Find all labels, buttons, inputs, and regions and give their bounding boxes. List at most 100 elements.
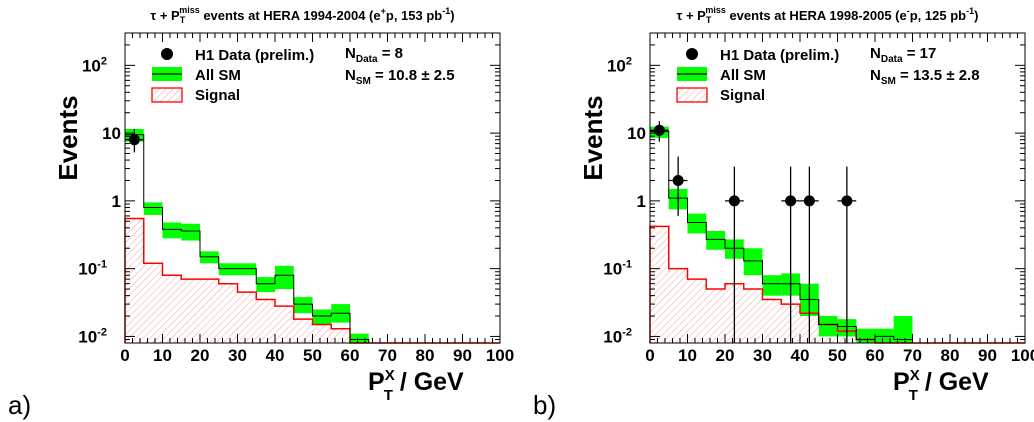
y-tick-exp: 2 (626, 55, 632, 67)
panel-b: τ + PTmiss events at HERA 1998-2005 (e-p… (533, 5, 1034, 420)
sm-band-bin (181, 223, 200, 241)
data-point (803, 195, 815, 207)
y-tick-exp: -1 (97, 259, 107, 271)
x-tick-label: 30 (228, 346, 247, 365)
x-tick-label: 60 (341, 346, 360, 365)
x-label-rest: / GeV (393, 368, 464, 396)
legend-label: All SM (195, 67, 241, 84)
sm-band-bin (762, 275, 782, 296)
y-tick-exp: -1 (622, 259, 632, 271)
title-part: events at HERA 1994-2004 (e (200, 8, 381, 23)
x-tick-label: 50 (303, 346, 322, 365)
y-tick-base: 1 (112, 192, 121, 211)
x-tick-label: 10 (678, 346, 697, 365)
data-point (785, 195, 797, 207)
title-part: events at HERA 1998-2005 (e (726, 8, 907, 23)
y-tick-label: 10 (627, 124, 646, 143)
sm-band-bin (256, 277, 275, 293)
y-axis-label: Events (53, 95, 83, 180)
n-sm-label: N (870, 67, 881, 84)
y-tick-base: 10 (607, 56, 626, 75)
n-data-eq: = (903, 45, 920, 62)
n-data-eq: = (378, 45, 395, 62)
sm-band-bin (293, 297, 313, 314)
sm-band-bin (312, 309, 332, 325)
x-tick-label: 20 (191, 346, 210, 365)
title-sub: T (180, 15, 186, 25)
sm-band-bin (237, 263, 257, 276)
legend-marker-data (161, 48, 173, 60)
signal-hatch-area (125, 218, 500, 343)
n-data-text: NData = 8 (345, 45, 403, 65)
y-tick-base: 10 (82, 56, 101, 75)
y-tick-label: 10-1 (78, 259, 107, 279)
n-sm-sub: SM (881, 76, 896, 87)
y-tick-exp: -2 (97, 326, 107, 338)
sm-band-bin (143, 202, 163, 215)
x-tick-label: 70 (378, 346, 397, 365)
x-label-sub: T (384, 387, 393, 404)
n-sm-text: NSM = 13.5 ± 2.8 (870, 67, 980, 87)
legend-marker-data (686, 48, 698, 60)
sm-band-bin (218, 263, 238, 276)
y-tick-base: 10 (627, 124, 646, 143)
n-data-sub: Data (356, 54, 378, 65)
legend-hatch (151, 87, 183, 103)
y-tick-base: 10 (78, 260, 97, 279)
x-axis-label: PX T / GeV (893, 367, 989, 404)
legend-label: Signal (720, 87, 765, 104)
sm-band-bin (275, 265, 294, 290)
x-tick-label: 70 (903, 346, 922, 365)
x-tick-label: 20 (716, 346, 735, 365)
legend-label: Signal (195, 87, 240, 104)
x-label-sub: T (909, 387, 918, 404)
x-label-main: P (368, 368, 385, 396)
x-tick-label: 40 (791, 346, 810, 365)
y-tick-label: 1 (112, 192, 121, 211)
sm-band-bin (818, 316, 838, 337)
n-sm-eq: = (896, 67, 913, 84)
n-sm-value: 10.8 ± 2.5 (388, 67, 455, 84)
title-sup: -1 (966, 6, 974, 16)
y-tick-label: 10 (102, 124, 121, 143)
title-part: p, 153 pb (386, 8, 442, 23)
sm-band-bin (200, 251, 219, 264)
x-label-rest: / GeV (918, 368, 989, 396)
x-axis-label: PX T / GeV (368, 367, 464, 404)
title-sup: + (381, 6, 386, 16)
x-tick-label: 90 (453, 346, 472, 365)
x-tick-label: 60 (866, 346, 885, 365)
x-tick-label: 30 (753, 346, 772, 365)
n-data-sub: Data (881, 54, 903, 65)
x-tick-label: 0 (645, 346, 654, 365)
y-tick-label: 10-1 (603, 259, 632, 279)
n-sm-sub: SM (356, 76, 371, 87)
y-tick-label: 102 (82, 55, 107, 75)
x-tick-label: 100 (486, 346, 514, 365)
sm-band-bin (856, 328, 875, 343)
x-tick-label: 90 (978, 346, 997, 365)
data-point (653, 124, 665, 136)
y-tick-label: 10-2 (78, 326, 107, 346)
x-tick-label: 0 (120, 346, 129, 365)
title-sup: -1 (442, 6, 450, 16)
x-tick-label: 10 (153, 346, 172, 365)
title-sup: miss (179, 5, 200, 15)
title-part: ) (450, 8, 454, 23)
chart-title: τ + PTmiss events at HERA 1994-2004 (e+p… (150, 5, 454, 25)
legend-hatch (676, 87, 708, 103)
x-tick-label: 80 (941, 346, 960, 365)
x-tick-label: 100 (1011, 346, 1034, 365)
y-tick-base: 10 (603, 260, 622, 279)
legend-label: H1 Data (prelim.) (195, 47, 314, 64)
y-tick-label: 102 (607, 55, 632, 75)
x-label-sup: X (910, 367, 920, 384)
sm-band-bin (706, 230, 725, 250)
sm-band-bin (350, 333, 369, 343)
y-tick-base: 10 (78, 327, 97, 346)
title-part: ) (974, 8, 978, 23)
n-sm-text: NSM = 10.8 ± 2.5 (345, 67, 455, 87)
title-sub: T (706, 15, 712, 25)
n-data-value: 8 (395, 45, 403, 62)
sm-band-bin (875, 328, 894, 343)
